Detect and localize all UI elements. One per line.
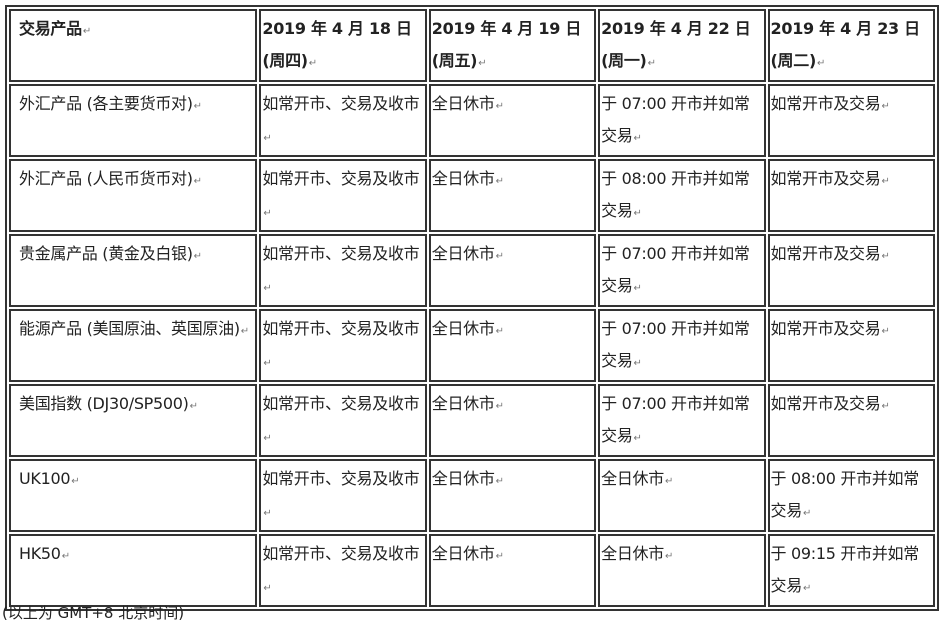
schedule-cell: 如常开市、交易及收市 bbox=[259, 84, 427, 157]
cell-text: 如常开市及交易 bbox=[771, 394, 890, 413]
timezone-footnote: (以上为 GMT+8 北京时间) bbox=[2, 604, 185, 622]
cell-text: 如常开市及交易 bbox=[771, 244, 890, 263]
schedule-cell: 于 07:00 开市并如常交易 bbox=[598, 384, 766, 457]
schedule-cell: 如常开市、交易及收市 bbox=[259, 234, 427, 307]
cell-text: 于 08:00 开市并如常交易 bbox=[601, 169, 750, 220]
cell-text: 如常开市、交易及收市 bbox=[262, 319, 419, 370]
market-hours-table: 交易产品 2019 年 4 月 18 日(周四) 2019 年 4 月 19 日(周… bbox=[5, 5, 939, 611]
cell-text: 如常开市及交易 bbox=[771, 169, 890, 188]
cell-text: 如常开市、交易及收市 bbox=[262, 244, 419, 295]
cell-text: 全日休市 bbox=[432, 169, 504, 188]
cell-text: 2019 年 4 月 18 日(周四) bbox=[262, 19, 412, 70]
cell-text: 贵金属产品 (黄金及白银) bbox=[19, 244, 202, 263]
schedule-cell: 如常开市及交易 bbox=[767, 234, 935, 307]
schedule-cell: 如常开市、交易及收市 bbox=[259, 384, 427, 457]
schedule-cell: 如常开市、交易及收市 bbox=[259, 159, 427, 232]
schedule-cell: 如常开市及交易 bbox=[767, 384, 935, 457]
cell-text: 全日休市 bbox=[432, 469, 504, 488]
cell-text: 全日休市 bbox=[432, 94, 504, 113]
product-cell: 贵金属产品 (黄金及白银) bbox=[9, 234, 258, 307]
schedule-cell: 如常开市、交易及收市 bbox=[259, 459, 427, 532]
cell-text: 于 08:00 开市并如常交易 bbox=[771, 469, 920, 520]
table-row: 外汇产品 (各主要货币对) 如常开市、交易及收市全日休市 于 07:00 开市并如常… bbox=[9, 84, 935, 157]
table-row: HK50如常开市、交易及收市全日休市全日休市于 09:15 开市并如常交易 bbox=[9, 534, 935, 607]
schedule-cell: 全日休市 bbox=[428, 234, 597, 307]
cell-text: 2019 年 4 月 23 日(周二) bbox=[771, 19, 921, 70]
header-cell: 2019 年 4 月 18 日(周四) bbox=[259, 9, 427, 82]
cell-text: 全日休市 bbox=[432, 394, 504, 413]
cell-text: 如常开市、交易及收市 bbox=[262, 544, 419, 595]
cell-text: 如常开市、交易及收市 bbox=[262, 169, 419, 220]
table-row: 贵金属产品 (黄金及白银) 如常开市、交易及收市全日休市 于 07:00 开市并如常… bbox=[9, 234, 935, 307]
cell-text: HK50 bbox=[19, 544, 70, 563]
product-cell: 外汇产品 (各主要货币对) bbox=[9, 84, 258, 157]
product-cell: 美国指数 (DJ30/SP500) bbox=[9, 384, 258, 457]
cell-text: 于 07:00 开市并如常交易 bbox=[601, 319, 750, 370]
cell-text: 交易产品 bbox=[19, 19, 91, 38]
table-row: UK100如常开市、交易及收市全日休市全日休市于 08:00 开市并如常交易 bbox=[9, 459, 935, 532]
cell-text: 2019 年 4 月 19 日(周五) bbox=[432, 19, 582, 70]
schedule-cell: 如常开市及交易 bbox=[767, 84, 935, 157]
table-row: 能源产品 (美国原油、英国原油) 如常开市、交易及收市全日休市 于 07:00 开市… bbox=[9, 309, 935, 382]
schedule-cell: 全日休市 bbox=[428, 309, 597, 382]
schedule-cell: 全日休市 bbox=[428, 459, 597, 532]
schedule-cell: 如常开市、交易及收市 bbox=[259, 309, 427, 382]
cell-text: 全日休市 bbox=[432, 244, 504, 263]
schedule-cell: 全日休市 bbox=[428, 384, 597, 457]
cell-text: 于 07:00 开市并如常交易 bbox=[601, 244, 750, 295]
schedule-cell: 于 08:00 开市并如常交易 bbox=[767, 459, 935, 532]
table-row: 美国指数 (DJ30/SP500) 如常开市、交易及收市全日休市 于 07:00 开… bbox=[9, 384, 935, 457]
cell-text: 能源产品 (美国原油、英国原油) bbox=[19, 319, 249, 338]
cell-text: 于 07:00 开市并如常交易 bbox=[601, 394, 750, 445]
cell-text: 如常开市及交易 bbox=[771, 94, 890, 113]
schedule-cell: 于 07:00 开市并如常交易 bbox=[598, 234, 766, 307]
schedule-cell: 全日休市 bbox=[428, 84, 597, 157]
header-cell: 2019 年 4 月 23 日(周二) bbox=[767, 9, 935, 82]
cell-text: 全日休市 bbox=[432, 544, 504, 563]
product-cell: 能源产品 (美国原油、英国原油) bbox=[9, 309, 258, 382]
schedule-cell: 全日休市 bbox=[428, 159, 597, 232]
cell-text: 如常开市及交易 bbox=[771, 319, 890, 338]
cell-text: 全日休市 bbox=[601, 544, 673, 563]
schedule-cell: 如常开市及交易 bbox=[767, 159, 935, 232]
cell-text: 全日休市 bbox=[432, 319, 504, 338]
schedule-cell: 全日休市 bbox=[598, 534, 766, 607]
header-cell: 交易产品 bbox=[9, 9, 258, 82]
schedule-cell: 如常开市、交易及收市 bbox=[259, 534, 427, 607]
schedule-cell: 全日休市 bbox=[598, 459, 766, 532]
header-cell: 2019 年 4 月 19 日(周五) bbox=[428, 9, 597, 82]
cell-text: 于 07:00 开市并如常交易 bbox=[601, 94, 750, 145]
schedule-cell: 于 09:15 开市并如常交易 bbox=[767, 534, 935, 607]
cell-text: 如常开市、交易及收市 bbox=[262, 469, 419, 520]
product-cell: HK50 bbox=[9, 534, 258, 607]
cell-text: 美国指数 (DJ30/SP500) bbox=[19, 394, 198, 413]
cell-text: 2019 年 4 月 22 日(周一) bbox=[601, 19, 751, 70]
cell-text: 全日休市 bbox=[601, 469, 673, 488]
schedule-cell: 于 07:00 开市并如常交易 bbox=[598, 84, 766, 157]
table-row: 外汇产品 (人民币货币对) 如常开市、交易及收市全日休市 于 08:00 开市并如常… bbox=[9, 159, 935, 232]
schedule-cell: 于 07:00 开市并如常交易 bbox=[598, 309, 766, 382]
cell-text: 如常开市、交易及收市 bbox=[262, 394, 419, 445]
schedule-cell: 如常开市及交易 bbox=[767, 309, 935, 382]
cell-text: 外汇产品 (人民币货币对) bbox=[19, 169, 202, 188]
header-cell: 2019 年 4 月 22 日(周一) bbox=[598, 9, 766, 82]
schedule-cell: 全日休市 bbox=[428, 534, 597, 607]
header-row: 交易产品 2019 年 4 月 18 日(周四) 2019 年 4 月 19 日(周… bbox=[9, 9, 935, 82]
schedule-cell: 于 08:00 开市并如常交易 bbox=[598, 159, 766, 232]
cell-text: 于 09:15 开市并如常交易 bbox=[771, 544, 920, 595]
cell-text: UK100 bbox=[19, 469, 79, 488]
product-cell: UK100 bbox=[9, 459, 258, 532]
cell-text: 外汇产品 (各主要货币对) bbox=[19, 94, 202, 113]
cell-text: 如常开市、交易及收市 bbox=[262, 94, 419, 145]
product-cell: 外汇产品 (人民币货币对) bbox=[9, 159, 258, 232]
